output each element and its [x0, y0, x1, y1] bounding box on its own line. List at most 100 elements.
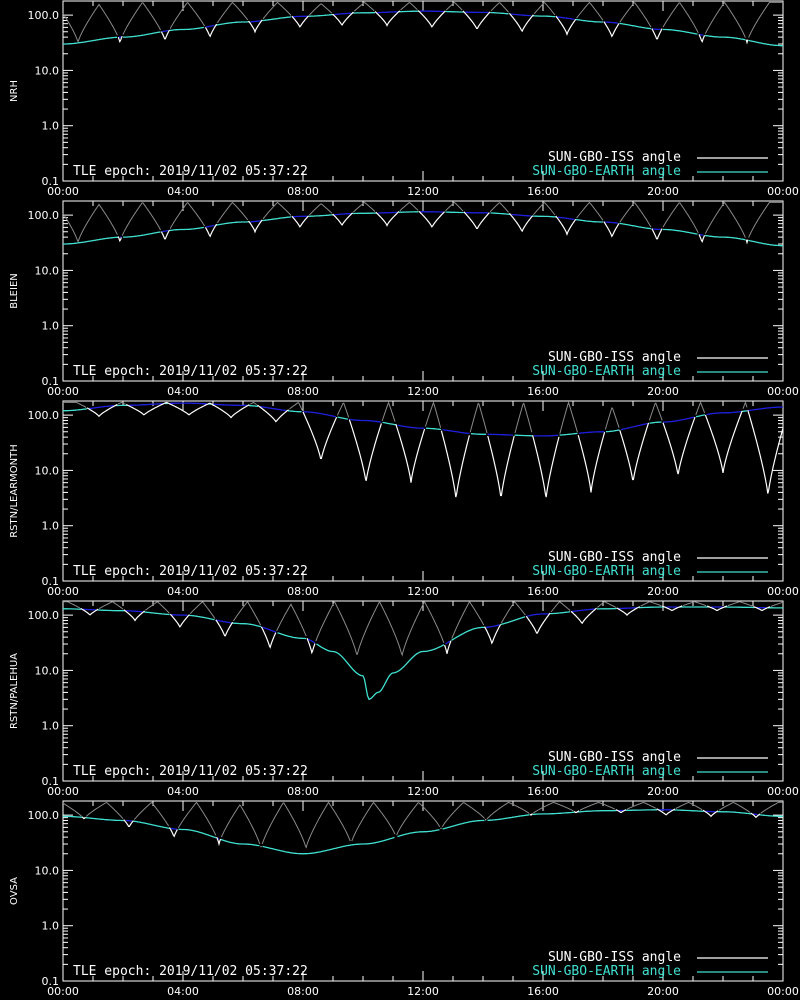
legend-iss-label: SUN-GBO-ISS angle [548, 350, 681, 365]
iss-angle-line [86, 401, 784, 498]
x-tick-label: 12:00 [407, 585, 439, 598]
x-tick-label: 08:00 [287, 185, 319, 198]
tle-epoch-annotation: TLE epoch: 2019/11/02 05:37:22 [73, 764, 308, 779]
x-tick-label: 00:00 [47, 185, 79, 198]
x-tick-label: 08:00 [287, 985, 319, 998]
earth-angle-line-visible [63, 10, 783, 47]
x-tick-label: 20:00 [647, 185, 679, 198]
x-tick-label: 00:00 [767, 985, 799, 998]
y-tick-label: 10.0 [35, 664, 60, 677]
panel-3: 0.1 1.0 10.0 100.0 00:00 04:00 08:00 12:00 16:00… [9, 400, 799, 598]
iss-angle-line [117, 10, 749, 45]
x-tick-label: 00:00 [767, 385, 799, 398]
x-tick-label: 20:00 [647, 585, 679, 598]
iss-angle-line [80, 605, 771, 655]
legend-iss-label: SUN-GBO-ISS angle [548, 950, 681, 965]
panel-5: 0.1 1.0 10.0 100.0 00:00 04:00 08:00 12:00 16:00… [9, 800, 799, 998]
panel-2: 0.1 1.0 10.0 100.0 00:00 04:00 08:00 12:00 16:00… [9, 200, 799, 398]
y-axis-label: BLEIEN [9, 273, 20, 309]
legend-earth-label: SUN-GBO-EARTH angle [532, 964, 681, 979]
earth-angle-line-hidden [120, 212, 747, 240]
y-tick-label: 1.0 [42, 720, 60, 733]
y-tick-label: 10.0 [35, 64, 60, 77]
earth-angle-line-visible [63, 211, 783, 247]
x-tick-label: 16:00 [527, 985, 559, 998]
x-tick-label: 04:00 [167, 185, 199, 198]
x-tick-label: 08:00 [287, 585, 319, 598]
x-tick-label: 00:00 [47, 785, 79, 798]
x-tick-label: 00:00 [767, 585, 799, 598]
x-tick-label: 20:00 [647, 385, 679, 398]
panel-4: 0.1 1.0 10.0 100.0 00:00 04:00 08:00 12:00 16:00… [9, 600, 799, 798]
iss-angle-line-shadow [62, 201, 783, 243]
earth-angle-line-hidden [82, 606, 767, 645]
x-tick-label: 16:00 [527, 585, 559, 598]
x-tick-label: 20:00 [647, 785, 679, 798]
legend-earth-label: SUN-GBO-EARTH angle [532, 764, 681, 779]
x-tick-label: 04:00 [167, 985, 199, 998]
y-tick-label: 0.1 [42, 375, 60, 388]
x-tick-label: 04:00 [167, 785, 199, 798]
earth-angle-line-visible [63, 402, 748, 437]
x-tick-label: 20:00 [647, 985, 679, 998]
legend-earth-label: SUN-GBO-EARTH angle [532, 564, 681, 579]
y-axis-label: OVSA [9, 877, 20, 905]
y-tick-label: 1.0 [42, 120, 60, 133]
iss-angle-line [117, 210, 749, 245]
earth-angle-line-hidden [88, 402, 783, 437]
legend-earth-label: SUN-GBO-EARTH angle [532, 164, 681, 179]
iss-angle-line-shadow [63, 401, 748, 434]
legend-iss-label: SUN-GBO-ISS angle [548, 550, 681, 565]
earth-angle-line-visible [62, 809, 783, 855]
y-tick-label: 1.0 [42, 520, 60, 533]
x-tick-label: 16:00 [527, 785, 559, 798]
x-tick-label: 04:00 [167, 385, 199, 398]
x-tick-label: 08:00 [287, 785, 319, 798]
tle-epoch-annotation: TLE epoch: 2019/11/02 05:37:22 [73, 964, 308, 979]
tle-epoch-annotation: TLE epoch: 2019/11/02 05:37:22 [73, 164, 308, 179]
x-tick-label: 16:00 [527, 385, 559, 398]
x-tick-label: 00:00 [47, 985, 79, 998]
x-tick-label: 00:00 [47, 385, 79, 398]
iss-angle-line [81, 808, 761, 848]
iss-angle-line-shadow [63, 600, 784, 657]
iss-angle-line-shadow [62, 801, 783, 849]
y-tick-label: 0.1 [42, 775, 60, 788]
legend-earth-label: SUN-GBO-EARTH angle [532, 364, 681, 379]
y-tick-label: 100.0 [28, 809, 60, 822]
x-tick-label: 00:00 [767, 785, 799, 798]
x-tick-label: 08:00 [287, 385, 319, 398]
x-tick-label: 12:00 [407, 985, 439, 998]
y-tick-label: 10.0 [35, 264, 60, 277]
x-tick-label: 00:00 [767, 185, 799, 198]
y-axis-label: RSTN/PALEHUA [9, 653, 20, 729]
legend-iss-label: SUN-GBO-ISS angle [548, 750, 681, 765]
tle-epoch-annotation: TLE epoch: 2019/11/02 05:37:22 [73, 564, 308, 579]
earth-angle-line-hidden [125, 809, 758, 840]
y-tick-label: 100.0 [28, 9, 60, 22]
x-tick-label: 12:00 [407, 185, 439, 198]
y-tick-label: 100.0 [28, 409, 60, 422]
x-tick-label: 04:00 [167, 585, 199, 598]
tle-epoch-annotation: TLE epoch: 2019/11/02 05:37:22 [73, 364, 308, 379]
y-tick-label: 100.0 [28, 609, 60, 622]
x-tick-label: 00:00 [47, 585, 79, 598]
y-tick-label: 10.0 [35, 864, 60, 877]
earth-angle-line-visible [63, 606, 783, 701]
y-tick-label: 1.0 [42, 920, 60, 933]
y-tick-label: 1.0 [42, 320, 60, 333]
y-axis-label: RSTN/LEARMONTH [9, 444, 20, 538]
y-tick-label: 0.1 [42, 975, 60, 988]
panel-1: 0.1 1.0 10.0 100.0 00:00 04:00 08:00 12:00 16:00… [9, 0, 799, 198]
y-axis-label: NRH [9, 80, 20, 102]
y-tick-label: 0.1 [42, 575, 60, 588]
legend-iss-label: SUN-GBO-ISS angle [548, 150, 681, 165]
y-tick-label: 10.0 [35, 464, 60, 477]
y-tick-label: 100.0 [28, 209, 60, 222]
x-tick-label: 12:00 [407, 385, 439, 398]
x-tick-label: 16:00 [527, 185, 559, 198]
y-tick-label: 0.1 [42, 175, 60, 188]
x-tick-label: 12:00 [407, 785, 439, 798]
iss-angle-line-shadow [62, 1, 783, 43]
